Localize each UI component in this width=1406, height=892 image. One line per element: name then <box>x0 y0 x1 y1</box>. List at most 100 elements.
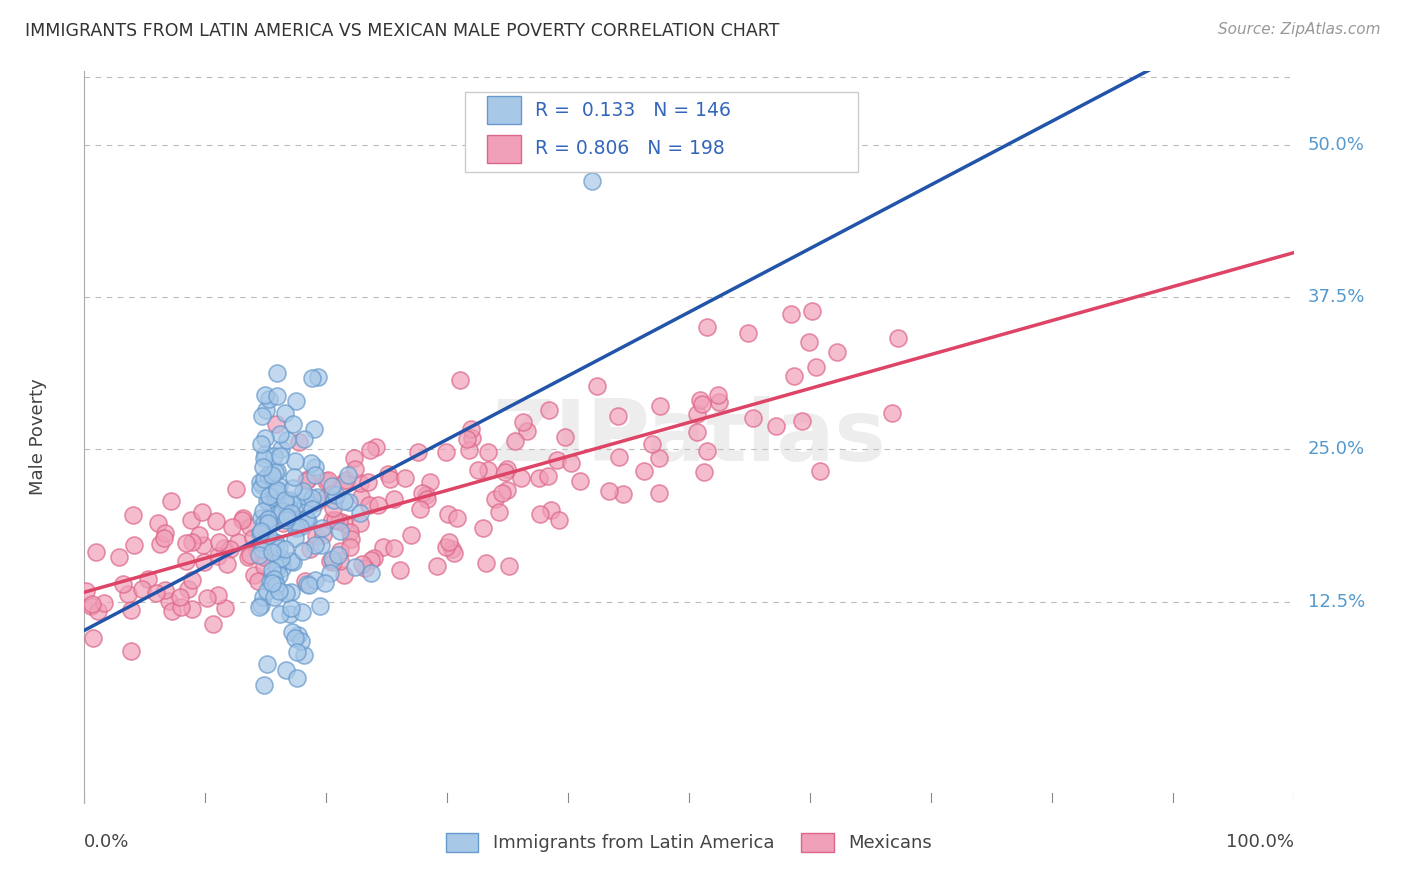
Point <box>262 563 284 577</box>
Point <box>318 566 340 581</box>
Point <box>827 345 849 359</box>
Point <box>399 527 422 541</box>
Point <box>304 467 326 482</box>
Point <box>806 359 828 374</box>
Point <box>598 483 620 498</box>
Point <box>538 402 561 417</box>
Point <box>648 486 671 500</box>
Point <box>280 600 302 615</box>
Point <box>426 558 449 573</box>
Point <box>266 578 288 592</box>
Point <box>304 460 326 475</box>
Point <box>357 498 380 512</box>
Point <box>152 531 174 545</box>
Point <box>633 464 655 478</box>
Point <box>295 511 318 525</box>
Point <box>274 492 297 507</box>
Point <box>364 440 387 454</box>
Point <box>263 494 285 508</box>
Point <box>477 445 499 459</box>
Point <box>294 489 316 503</box>
Point <box>252 460 274 475</box>
Point <box>516 424 538 438</box>
Point <box>267 583 290 598</box>
Point <box>560 456 582 470</box>
Point <box>503 434 526 448</box>
Point <box>685 407 707 421</box>
Point <box>648 400 671 414</box>
Point <box>328 515 350 529</box>
Point <box>257 392 280 407</box>
Point <box>609 450 631 465</box>
Point <box>380 472 402 486</box>
Point <box>121 508 143 522</box>
Point <box>363 551 385 566</box>
Point <box>321 513 343 527</box>
Point <box>225 482 247 496</box>
Point <box>266 367 288 381</box>
Point <box>252 590 274 604</box>
Point <box>257 512 280 526</box>
Point <box>149 537 172 551</box>
Point <box>193 555 215 569</box>
Point <box>808 464 831 478</box>
Point <box>250 510 273 524</box>
Point <box>249 482 271 496</box>
Point <box>742 410 765 425</box>
Point <box>93 596 115 610</box>
Point <box>191 538 214 552</box>
Point <box>299 456 322 470</box>
Point <box>307 490 329 504</box>
Point <box>278 607 301 621</box>
Point <box>159 494 181 508</box>
Point <box>180 513 202 527</box>
Point <box>266 389 288 403</box>
FancyBboxPatch shape <box>486 96 520 124</box>
Point <box>315 474 337 488</box>
Point <box>131 582 153 596</box>
Point <box>354 561 377 575</box>
Point <box>298 578 321 592</box>
Point <box>612 487 634 501</box>
Point <box>461 430 484 444</box>
Point <box>311 521 333 535</box>
Point <box>276 433 298 447</box>
Point <box>153 525 176 540</box>
Point <box>250 534 273 549</box>
Point <box>253 558 276 573</box>
Point <box>291 605 314 619</box>
Point <box>301 501 323 516</box>
Point <box>443 545 465 559</box>
Point <box>529 507 551 521</box>
Point <box>292 483 315 498</box>
Text: 12.5%: 12.5% <box>1308 592 1365 611</box>
Point <box>271 516 294 531</box>
Point <box>325 488 347 502</box>
Point <box>249 475 271 489</box>
Point <box>880 406 903 420</box>
Point <box>249 524 271 538</box>
Point <box>488 505 510 519</box>
Point <box>696 319 718 334</box>
Point <box>287 520 309 534</box>
Point <box>257 516 280 531</box>
Point <box>231 513 253 527</box>
Point <box>253 430 276 444</box>
Point <box>256 528 278 542</box>
Point <box>274 496 297 510</box>
Point <box>276 513 298 527</box>
Point <box>371 540 394 554</box>
Point <box>309 599 332 613</box>
Point <box>312 528 335 542</box>
Point <box>264 417 287 431</box>
Point <box>491 486 513 500</box>
Point <box>285 393 308 408</box>
Point <box>797 334 820 349</box>
Point <box>170 599 193 614</box>
Point <box>264 508 287 523</box>
Point <box>253 549 276 564</box>
Point <box>205 514 228 528</box>
Point <box>415 488 437 502</box>
Point <box>337 495 360 509</box>
Point <box>181 601 204 615</box>
